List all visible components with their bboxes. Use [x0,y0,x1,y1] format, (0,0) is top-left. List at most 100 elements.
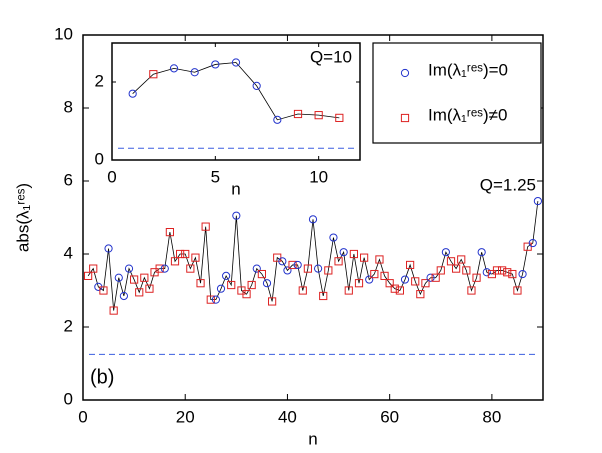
marker-square [89,264,98,273]
marker-square [145,284,154,293]
marker-square [257,269,266,279]
x-tick-label: 5 [211,167,220,186]
marker-square [436,266,445,275]
marker-square [503,268,512,277]
marker-square [452,264,461,273]
marker-square [457,255,466,264]
marker-square [165,228,174,237]
marker-square [109,306,118,315]
marker-square [513,286,522,295]
legend-marker [400,113,410,123]
marker-square [130,275,139,284]
x-tick-label: 40 [278,407,297,426]
marker-square [186,264,195,273]
x-tick-label: 80 [482,407,501,426]
marker-circle [528,238,537,248]
legend-label: Im(λ₁ʳᵉˢ)=0 [428,60,508,79]
marker-square [149,70,158,79]
marker-circle [128,89,137,98]
marker-square [298,286,307,295]
y-tick-label: 4 [64,243,73,262]
x-tick-label: 10 [309,167,328,186]
marker-square [467,286,476,295]
marker-circle [426,273,435,282]
marker-square [380,271,389,280]
marker-square [385,279,394,288]
marker-square [349,249,358,259]
marker-square [411,277,420,286]
marker-square [176,249,185,259]
legend-box [372,42,542,144]
marker-circle [114,273,123,282]
marker-square [370,269,379,279]
marker-circle [262,279,272,288]
data-line [132,62,340,121]
marker-square [416,290,425,299]
marker-square [201,222,210,231]
annotation: Q=10 [310,47,352,66]
marker-square [354,279,364,288]
legend-marker [400,68,410,78]
axes-frame [82,34,544,401]
marker-square [227,280,236,290]
x-tick-label: 0 [107,167,116,186]
y-tick-label: 0 [64,389,73,408]
marker-square [293,109,303,119]
marker-circle [314,264,323,273]
marker-square [421,279,430,288]
marker-circle [232,211,241,220]
marker-circle [482,268,491,277]
marker-circle [160,264,169,273]
y-tick-label: 0 [95,149,104,168]
marker-square [446,257,456,266]
marker-circle [308,215,318,224]
marker-square [375,255,384,264]
marker-circle [400,275,410,284]
marker-circle [169,64,179,73]
marker-square [395,286,404,295]
marker-square [431,273,440,282]
marker-square [319,291,328,301]
marker-square [288,260,297,270]
marker-circle [104,244,113,253]
marker-square [155,264,164,273]
marker-square [390,284,399,293]
marker-square [508,269,517,279]
marker-circle [365,275,374,284]
marker-circle [211,60,220,69]
y-tick-label: 2 [95,71,104,90]
annotation: (b) [90,366,114,388]
marker-square [334,257,343,266]
marker-square [406,260,415,270]
marker-square [247,280,256,290]
marker-circle [293,260,302,270]
marker-circle [252,81,261,91]
y-tick-label: 10 [54,24,73,43]
marker-square [360,253,369,262]
x-tick-label: 20 [176,407,195,426]
marker-square [135,288,144,297]
y-axis-label: abs(λ₁ʳᵉˢ) [13,183,32,252]
marker-square [303,264,312,273]
marker-circle [273,115,282,124]
x-tick-label: 60 [380,407,399,426]
marker-circle [231,58,241,67]
x-axis-label: n [308,429,317,448]
axes-frame [111,42,361,161]
marker-circle [339,248,348,257]
marker-circle [533,196,542,206]
marker-circle [119,291,128,301]
y-tick-label: 8 [64,97,73,116]
marker-circle [477,248,486,257]
marker-square [498,266,507,275]
marker-square [472,273,481,282]
marker-circle [283,266,292,275]
marker-square [206,295,215,304]
marker-circle [518,269,527,279]
marker-square [344,286,353,295]
marker-square [242,290,251,299]
marker-square [140,273,149,282]
marker-circle [124,264,134,273]
marker-circle [441,248,450,257]
marker-square [462,266,471,275]
